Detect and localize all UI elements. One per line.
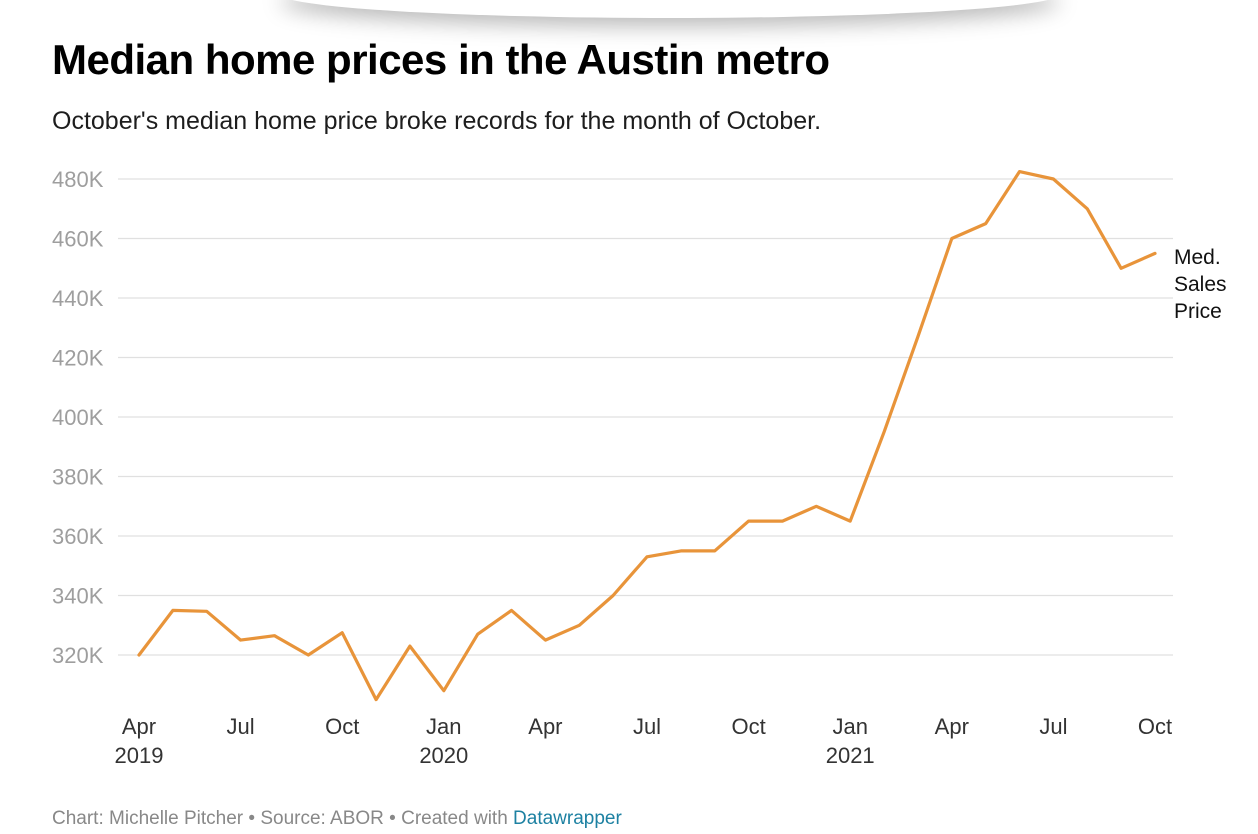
x-tick-label: Jul	[227, 714, 255, 739]
x-tick-label: Jul	[1039, 714, 1067, 739]
series-end-label-line: Price	[1174, 300, 1222, 323]
y-tick-label: 360K	[52, 524, 104, 549]
y-tick-label: 420K	[52, 346, 104, 371]
y-tick-label: 460K	[52, 227, 104, 252]
series-end-label-line: Sales	[1174, 273, 1227, 296]
y-tick-label: 440K	[52, 286, 104, 311]
x-tick-year-label: 2020	[419, 743, 468, 768]
x-tick-year-label: 2019	[115, 743, 164, 768]
x-tick-label: Apr	[935, 714, 969, 739]
footer-credit-text: Chart: Michelle Pitcher • Source: ABOR •…	[52, 808, 514, 829]
footer-credits: Chart: Michelle Pitcher • Source: ABOR •…	[52, 808, 622, 830]
y-axis: 320K 340K 360K 380K 400K 420K 440K 460K 480K	[52, 167, 104, 668]
x-tick-label: Oct	[731, 714, 765, 739]
x-tick-label: Jan	[426, 714, 461, 739]
chart-subtitle: October's median home price broke record…	[52, 107, 822, 135]
y-tick-label: 320K	[52, 643, 104, 668]
x-tick-label: Apr	[122, 714, 156, 739]
y-tick-label: 340K	[52, 584, 104, 609]
x-axis: Apr 2019 Jul Oct Jan 2020 Apr Jul Oct Jan 2021 Apr J…	[115, 714, 1173, 768]
x-tick-label: Apr	[528, 714, 562, 739]
y-tick-label: 400K	[52, 405, 104, 430]
y-tick-label: 380K	[52, 465, 104, 490]
series-end-label: Med. Sales Price	[1174, 246, 1227, 323]
line-chart: 320K 340K 360K 380K 400K 420K 440K 460K 480K Apr…	[52, 167, 1227, 768]
x-tick-label: Jan	[832, 714, 867, 739]
x-tick-label: Oct	[325, 714, 359, 739]
datawrapper-link[interactable]: Datawrapper	[513, 808, 622, 829]
series: Med. Sales Price	[137, 170, 1227, 702]
top-shadow	[280, 0, 1060, 18]
series-end-label-line: Med.	[1174, 246, 1221, 269]
x-tick-label: Oct	[1138, 714, 1172, 739]
x-tick-year-label: 2021	[826, 743, 875, 768]
y-tick-label: 480K	[52, 167, 104, 192]
gridlines	[118, 178, 1173, 656]
x-tick-label: Jul	[633, 714, 661, 739]
series-line	[137, 170, 1157, 702]
chart-title: Median home prices in the Austin metro	[52, 36, 830, 83]
